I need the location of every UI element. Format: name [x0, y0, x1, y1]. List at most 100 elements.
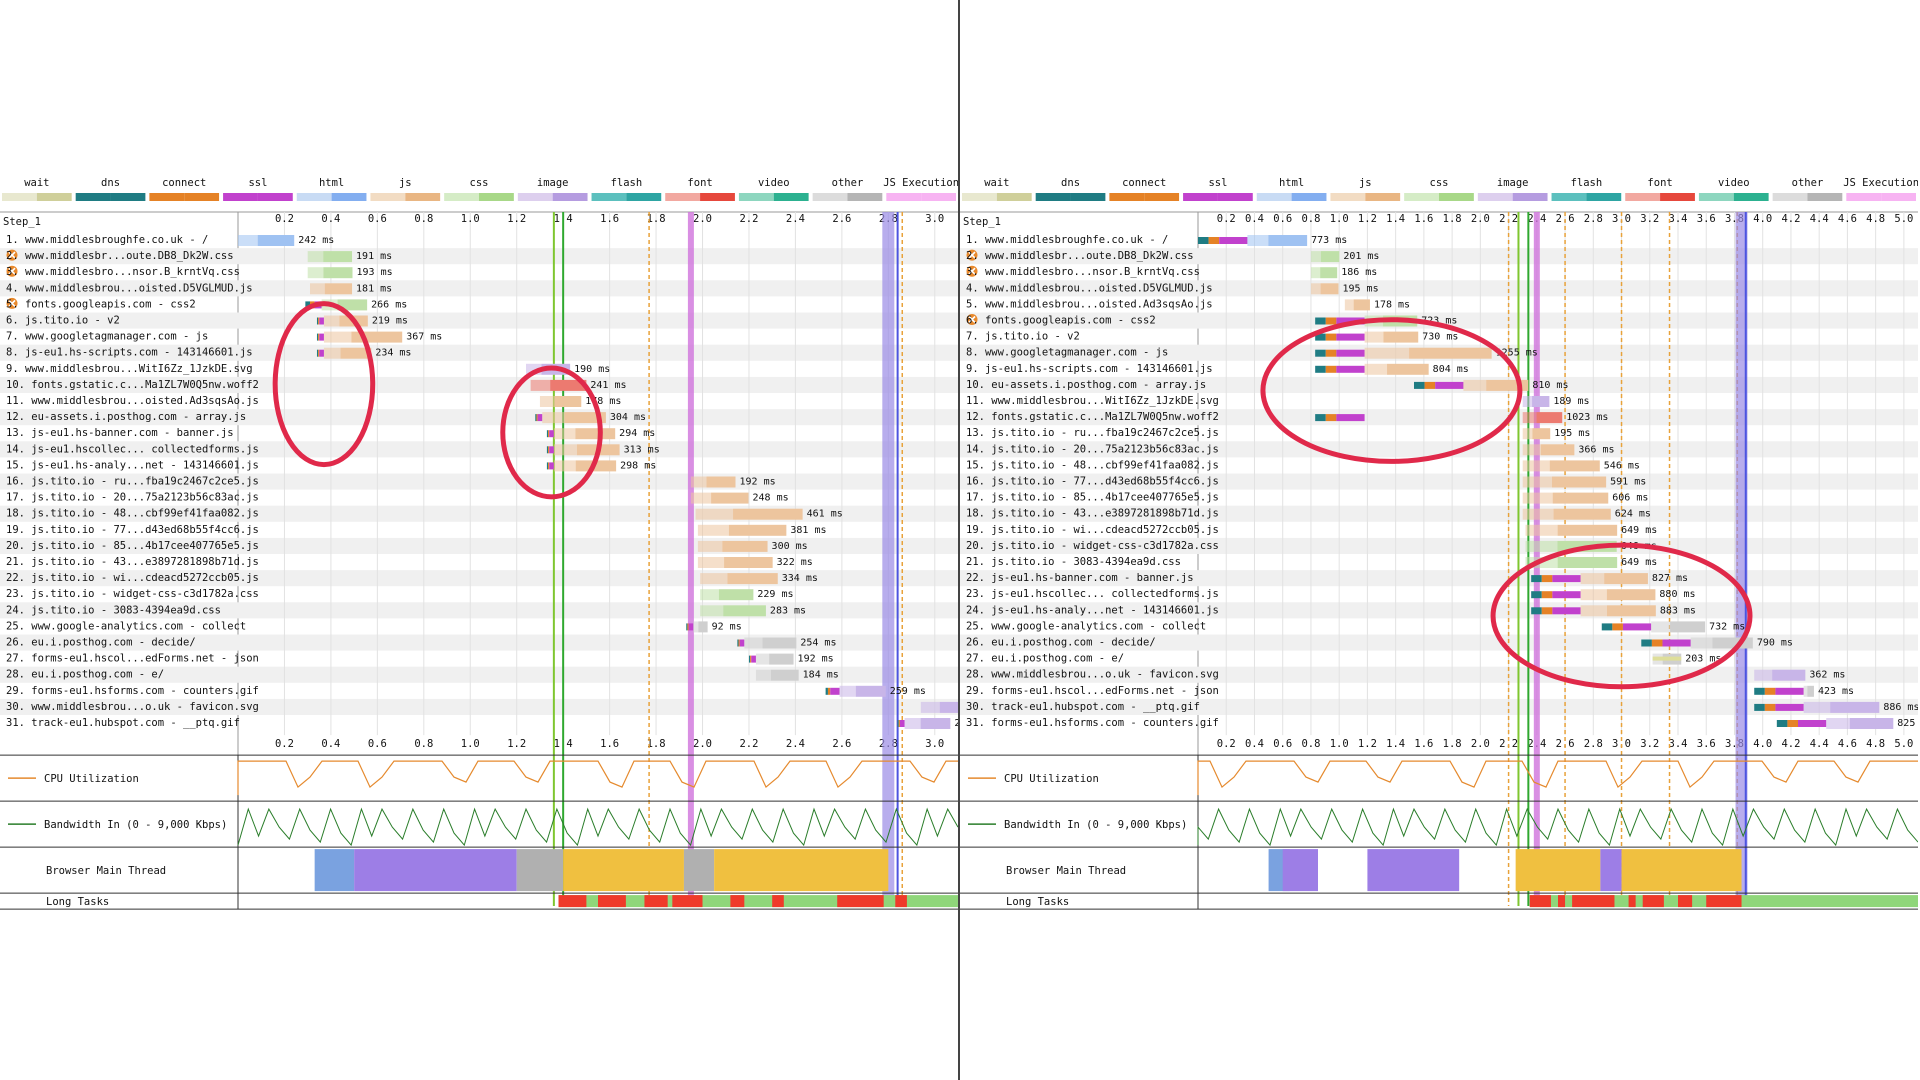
main-thread-label: Browser Main Thread: [46, 865, 166, 877]
request-duration: 649 ms: [1621, 525, 1657, 536]
long-task-block: [672, 895, 703, 908]
tick-label: 4.6: [1838, 213, 1857, 225]
request-label: 27. eu.i.posthog.com - e/: [966, 653, 1124, 665]
legend-swatch: [996, 193, 1032, 201]
wait-segment: [1344, 299, 1354, 311]
request-row: 13. js-eu1.hs-banner.com - banner.js 294 …: [6, 427, 655, 440]
long-task-block: [730, 895, 745, 908]
request-row: 3. www.middlesbro...nsor.B_krntVq.css 186…: [966, 265, 1377, 279]
request-duration: 92 ms: [712, 621, 742, 632]
legend-swatch: [1477, 193, 1513, 201]
request-duration: 773 ms: [1311, 235, 1347, 246]
download-segment: [257, 235, 295, 246]
long-task-block: [772, 895, 784, 908]
cpu-utilization-label: CPU Utilization: [1004, 773, 1099, 785]
row-stripe: [0, 634, 958, 651]
wait-segment: [1522, 508, 1554, 520]
wait-segment: [1690, 637, 1713, 649]
bandwidth-line: [1197, 807, 1918, 847]
request-duration: 423 ms: [1818, 686, 1854, 697]
request-duration: 248 ms: [753, 493, 789, 504]
request-duration: 790 ms: [1757, 638, 1793, 649]
request-label: 23. js.tito.io - widget-css-c3d1782a.css: [6, 588, 259, 600]
request-duration: 178 ms: [1374, 299, 1410, 310]
legend-swatch: [1035, 193, 1071, 201]
wait-segment: [690, 476, 707, 488]
connect-segment: [1764, 687, 1776, 695]
bandwidth-label: Bandwidth In (0 - 9,000 Kbps): [44, 819, 227, 831]
tick-label: 0.4: [321, 213, 340, 225]
legend-label: css: [470, 177, 489, 189]
request-row: 3. www.middlesbro...nsor.B_krntVq.css 193…: [6, 265, 393, 279]
tick-label: 2.4: [786, 738, 805, 750]
tick-label: 2.0: [693, 738, 712, 750]
legend-label: other: [832, 177, 864, 189]
request-row: 2. www.middlesbr...oute.DB8_Dk2W.css 201 …: [966, 249, 1379, 263]
legend-label: flash: [1571, 177, 1603, 189]
legend-swatch: [591, 193, 627, 201]
ssl-segment: [1775, 687, 1804, 695]
request-label: 27. forms-eu1.hscol...edForms.net - json: [6, 653, 259, 665]
cpu-utilization-line: [1197, 760, 1918, 796]
legend-label: image: [1497, 177, 1529, 189]
download-segment: [351, 331, 403, 343]
main-thread-row: Browser Main Thread: [46, 849, 889, 892]
bandwidth-label: Bandwidth In (0 - 9,000 Kbps): [1004, 819, 1187, 831]
request-duration: 883 ms: [1660, 605, 1696, 616]
tick-label: 1.8: [647, 213, 666, 225]
dns-segment: [1315, 317, 1326, 325]
request-row: 17. js.tito.io - 85...4b17cee407765e5.js…: [966, 492, 1648, 504]
wait-segment: [920, 701, 940, 713]
legend-label: dns: [101, 177, 120, 189]
dns-segment: [1531, 575, 1542, 583]
main-thread-activity: [714, 849, 889, 892]
render-blocking-icon: [966, 249, 978, 261]
request-duration: 880 ms: [1659, 589, 1695, 600]
legend-label: js: [399, 177, 412, 189]
legend-label: ssl: [1208, 177, 1227, 189]
request-label: 11. www.middlesbrou...oisted.Ad3sqsAo.js: [6, 395, 259, 407]
connect-segment: [548, 446, 550, 454]
connect-segment: [1541, 607, 1553, 615]
legend-label: wait: [984, 177, 1009, 189]
request-row: 27. eu.i.posthog.com - e/203 ms: [966, 653, 1721, 665]
request-duration: 189 ms: [1553, 396, 1589, 407]
tick-label: 1.6: [600, 213, 619, 225]
legend-label: wait: [24, 177, 49, 189]
ssl-segment: [1336, 349, 1365, 357]
request-label: 24. js-eu1.hs-analy...net - 143146601.js: [966, 604, 1219, 616]
legend-swatch: [1070, 193, 1106, 201]
download-segment: [1383, 331, 1419, 343]
metric-rows: CPU Utilization Bandwidth In (0 - 9,000 K…: [0, 754, 958, 910]
axis-bottom: 0.20.40.60.81.01.21.41.61.82.02.22.42.62…: [275, 738, 944, 750]
download-segment: [337, 299, 368, 311]
bandwidth-row: Bandwidth In (0 - 9,000 Kbps): [968, 807, 1918, 847]
request-row: 16. js.tito.io - ru...fba19c2467c2ce5.js…: [6, 476, 776, 488]
request-row: 2. www.middlesbr...oute.DB8_Dk2W.css 191 …: [6, 249, 392, 263]
request-duration: 203 ms: [1685, 654, 1721, 665]
request-row: 29. forms-eu1.hscol...edForms.net - json…: [966, 685, 1854, 697]
connect-segment: [1651, 639, 1663, 647]
request-label: 12. eu-assets.i.posthog.com - array.js: [6, 411, 246, 423]
request-list: 1. www.middlesbroughfe.co.uk - / 242 ms 2.…: [6, 234, 958, 729]
tick-label: 2.0: [1471, 213, 1490, 225]
connect-segment: [1325, 414, 1337, 422]
legend-item-js-execution: JS Execution: [883, 177, 958, 201]
download-segment: [564, 412, 606, 424]
download-segment: [1606, 589, 1656, 601]
ssl-segment: [319, 333, 324, 341]
legend-item-video: video: [738, 177, 809, 201]
legend-item-other: other: [812, 177, 883, 201]
request-label: 9. js-eu1.hs-scripts.com - 143146601.js: [966, 363, 1213, 375]
request-label: 1. www.middlesbroughfe.co.uk - /: [6, 234, 208, 246]
tick-label: 0.2: [275, 738, 294, 750]
request-duration: 184 ms: [803, 670, 839, 681]
download-segment: [1320, 251, 1340, 263]
request-duration: 367 ms: [406, 332, 442, 343]
request-row: 26. eu.i.posthog.com - decide/790 ms: [966, 637, 1793, 649]
request-row: 8. www.googletagmanager.com - js 1255 ms: [966, 347, 1538, 359]
request-row: 31. forms-eu1.hsforms.com - counters.gif…: [966, 717, 1918, 729]
request-duration: 234 ms: [375, 348, 411, 359]
lcp-marker: [687, 212, 694, 906]
legend-swatch: [962, 193, 997, 201]
